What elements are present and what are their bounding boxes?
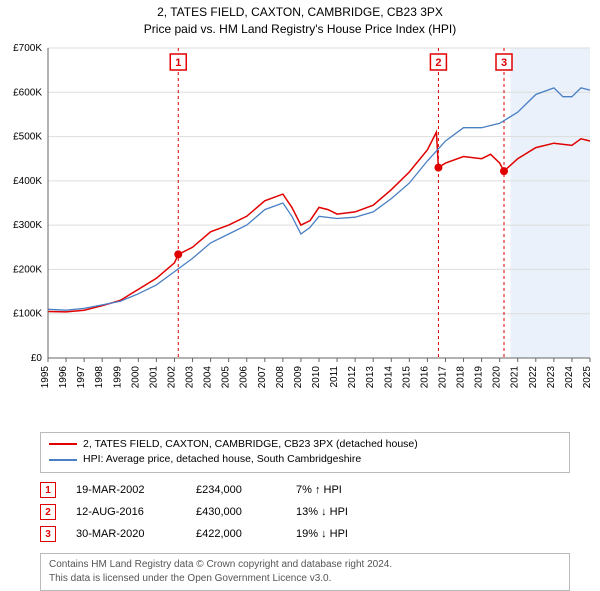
- svg-text:2020: 2020: [492, 365, 503, 388]
- title-line-1: 2, TATES FIELD, CAXTON, CAMBRIDGE, CB23 …: [0, 4, 600, 21]
- marker-2: 2: [40, 504, 56, 520]
- table-row: 3 30-MAR-2020 £422,000 19% ↓ HPI: [40, 523, 570, 545]
- marker-3: 3: [40, 526, 56, 542]
- transactions-table: 1 19-MAR-2002 £234,000 7% ↑ HPI 2 12-AUG…: [40, 479, 570, 545]
- trans-date-1: 19-MAR-2002: [76, 484, 176, 496]
- svg-text:3: 3: [501, 57, 507, 69]
- svg-text:2024: 2024: [564, 365, 575, 388]
- svg-text:£100K: £100K: [13, 308, 42, 319]
- svg-text:2019: 2019: [474, 365, 485, 388]
- svg-text:2006: 2006: [239, 365, 250, 388]
- svg-text:1999: 1999: [112, 365, 123, 388]
- svg-text:1997: 1997: [76, 365, 87, 388]
- trans-pct-1: 7% ↑ HPI: [296, 484, 396, 496]
- svg-text:2009: 2009: [293, 365, 304, 388]
- legend: 2, TATES FIELD, CAXTON, CAMBRIDGE, CB23 …: [40, 432, 570, 474]
- footer: Contains HM Land Registry data © Crown c…: [40, 553, 570, 591]
- legend-swatch-blue: [49, 459, 77, 461]
- svg-text:2008: 2008: [275, 365, 286, 388]
- legend-label-2: HPI: Average price, detached house, Sout…: [83, 452, 361, 468]
- footer-line-1: Contains HM Land Registry data © Crown c…: [49, 558, 561, 572]
- title-block: 2, TATES FIELD, CAXTON, CAMBRIDGE, CB23 …: [0, 0, 600, 38]
- legend-row-1: 2, TATES FIELD, CAXTON, CAMBRIDGE, CB23 …: [49, 437, 561, 453]
- svg-text:2013: 2013: [365, 365, 376, 388]
- marker-1: 1: [40, 482, 56, 498]
- trans-pct-2: 13% ↓ HPI: [296, 506, 396, 518]
- svg-text:2005: 2005: [221, 365, 232, 388]
- svg-text:1995: 1995: [40, 365, 51, 388]
- svg-text:2016: 2016: [419, 365, 430, 388]
- trans-pct-3: 19% ↓ HPI: [296, 528, 396, 540]
- svg-text:2012: 2012: [347, 365, 358, 388]
- svg-text:£0: £0: [31, 353, 43, 364]
- svg-text:2022: 2022: [528, 365, 539, 388]
- svg-text:£400K: £400K: [13, 175, 42, 186]
- svg-text:2004: 2004: [203, 365, 214, 388]
- svg-text:2007: 2007: [257, 365, 268, 388]
- svg-text:2001: 2001: [148, 365, 159, 388]
- svg-text:2014: 2014: [383, 365, 394, 388]
- trans-date-3: 30-MAR-2020: [76, 528, 176, 540]
- svg-text:1996: 1996: [58, 365, 69, 388]
- svg-text:2023: 2023: [546, 365, 557, 388]
- svg-text:2021: 2021: [510, 365, 521, 388]
- legend-swatch-red: [49, 443, 77, 445]
- svg-text:2: 2: [435, 57, 441, 69]
- svg-text:2018: 2018: [456, 365, 467, 388]
- svg-text:£600K: £600K: [13, 87, 42, 98]
- svg-text:£500K: £500K: [13, 131, 42, 142]
- svg-text:2000: 2000: [130, 365, 141, 388]
- table-row: 1 19-MAR-2002 £234,000 7% ↑ HPI: [40, 479, 570, 501]
- svg-text:£300K: £300K: [13, 220, 42, 231]
- table-row: 2 12-AUG-2016 £430,000 13% ↓ HPI: [40, 501, 570, 523]
- svg-text:2011: 2011: [329, 365, 340, 387]
- trans-date-2: 12-AUG-2016: [76, 506, 176, 518]
- title-line-2: Price paid vs. HM Land Registry's House …: [0, 21, 600, 38]
- legend-row-2: HPI: Average price, detached house, Sout…: [49, 452, 561, 468]
- chart-container: 2, TATES FIELD, CAXTON, CAMBRIDGE, CB23 …: [0, 0, 600, 590]
- chart-area: £0 £100K £200K £300K £400K £500K £600K £700K 199…: [0, 38, 600, 428]
- trans-price-3: £422,000: [196, 528, 276, 540]
- svg-text:2017: 2017: [437, 365, 448, 388]
- svg-text:2010: 2010: [311, 365, 322, 388]
- legend-label-1: 2, TATES FIELD, CAXTON, CAMBRIDGE, CB23 …: [83, 437, 418, 453]
- svg-text:2003: 2003: [185, 365, 196, 388]
- svg-text:2025: 2025: [582, 365, 593, 388]
- trans-price-2: £430,000: [196, 506, 276, 518]
- svg-text:2002: 2002: [166, 365, 177, 388]
- svg-text:1998: 1998: [94, 365, 105, 388]
- trans-price-1: £234,000: [196, 484, 276, 496]
- footer-line-2: This data is licensed under the Open Gov…: [49, 572, 561, 586]
- chart-svg: £0 £100K £200K £300K £400K £500K £600K £700K 199…: [0, 38, 600, 428]
- svg-text:£700K: £700K: [13, 43, 42, 54]
- svg-text:1: 1: [175, 57, 181, 69]
- svg-text:£200K: £200K: [13, 264, 42, 275]
- svg-text:2015: 2015: [401, 365, 412, 388]
